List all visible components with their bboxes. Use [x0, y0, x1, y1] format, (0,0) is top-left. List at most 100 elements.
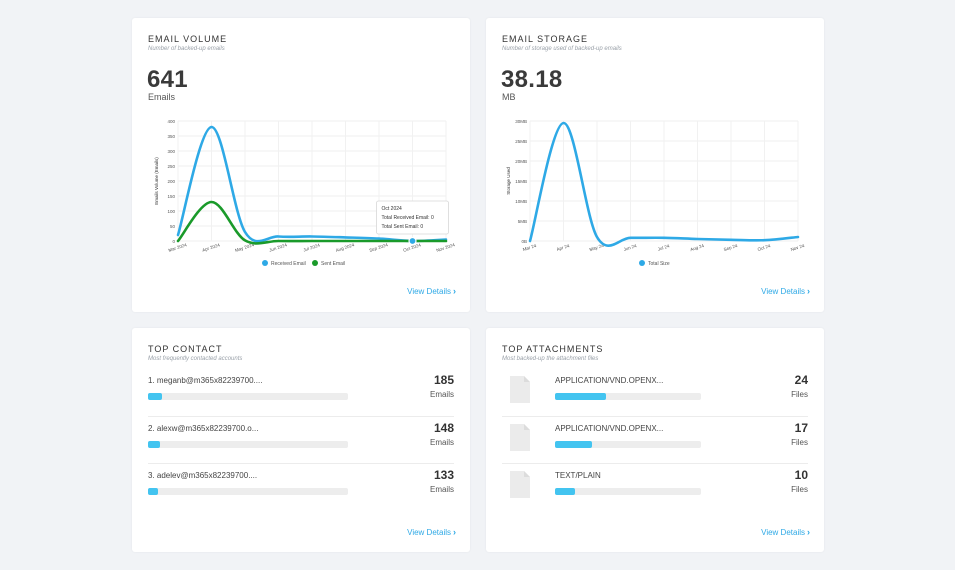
x-tick-label: Apr 24 — [556, 243, 571, 252]
contact-unit: Emails — [429, 485, 454, 494]
y-axis-label: Emails Volume (Emails) — [154, 157, 159, 205]
y-tick-label: 100 — [167, 209, 175, 214]
card-title: TOP ATTACHMENTS — [502, 344, 604, 354]
x-tick-label: Sep 24 — [723, 243, 739, 252]
attachment-unit: Files — [791, 390, 808, 399]
email-storage-card: EMAIL STORAGE Number of storage used of … — [486, 18, 824, 312]
x-tick-label: Jun 24 — [623, 243, 638, 252]
legend-marker — [639, 260, 645, 266]
card-title: EMAIL STORAGE — [502, 34, 589, 44]
view-details-link[interactable]: View Details › — [761, 527, 810, 537]
attachment-row[interactable]: TEXT/PLAIN 10 Files — [502, 468, 808, 518]
y-tick-label: 300 — [167, 149, 175, 154]
legend-label: Sent Email — [321, 261, 345, 267]
file-icon — [510, 376, 530, 403]
total-storage-unit: MB — [502, 92, 516, 102]
progress-track — [148, 488, 348, 495]
contact-unit: Emails — [429, 438, 454, 447]
contact-row[interactable]: 1. meganb@m365x82239700.... 185 Emails — [148, 373, 454, 423]
view-details-label: View Details — [761, 287, 805, 296]
x-tick-label: Apr 2024 — [202, 242, 221, 253]
attachment-type: APPLICATION/VND.OPENX... — [555, 376, 664, 385]
chevron-right-icon: › — [807, 527, 810, 537]
x-tick-label: Oct 24 — [757, 243, 772, 252]
tooltip-text: Total Sent Email: 0 — [382, 224, 424, 230]
y-tick-label: 0 — [172, 239, 175, 244]
view-details-link[interactable]: View Details › — [761, 286, 810, 296]
view-details-link[interactable]: View Details › — [407, 286, 456, 296]
divider — [502, 416, 808, 417]
card-title: EMAIL VOLUME — [148, 34, 228, 44]
x-tick-label: Jul 2024 — [303, 242, 321, 252]
x-tick-label: May 24 — [589, 243, 605, 252]
total-emails-unit: Emails — [148, 92, 176, 102]
card-subtitle: Number of backed-up emails — [148, 46, 225, 52]
progress-fill — [555, 393, 607, 400]
contact-email: 1. meganb@m365x82239700.... — [148, 376, 263, 385]
contact-row[interactable]: 3. adelev@m365x82239700.... 133 Emails — [148, 468, 454, 518]
email-storage-chart[interactable]: 0B 5MB 10MB 15MB 20MB 25MB 30MB Mar 24 Apr 24 May… — [486, 18, 824, 278]
attachment-count: 24 — [794, 373, 808, 387]
legend-label: Received Email — [271, 261, 306, 267]
chevron-right-icon: › — [807, 286, 810, 296]
progress-fill — [148, 441, 160, 448]
progress-track — [555, 393, 701, 400]
attachment-type: APPLICATION/VND.OPENX... — [555, 424, 664, 433]
tooltip-text: Total Received Email: 0 — [382, 215, 434, 221]
progress-fill — [555, 441, 592, 448]
tooltip-box — [376, 200, 449, 235]
email-volume-chart[interactable]: 0 50 100 150 200 250 300 350 400 Mar 2024 Apr 2024… — [132, 18, 470, 278]
y-tick-label: 150 — [167, 194, 175, 199]
x-tick-label: Sep 2024 — [369, 242, 389, 253]
y-tick-label: 20MB — [515, 159, 527, 164]
x-tick-label: Mar 24 — [522, 243, 537, 252]
contact-count: 185 — [433, 373, 454, 387]
divider — [502, 463, 808, 464]
tooltip-text: Oct 2024 — [382, 206, 403, 212]
attachment-row[interactable]: APPLICATION/VND.OPENX... 24 Files — [502, 373, 808, 423]
y-tick-label: 10MB — [515, 199, 527, 204]
y-tick-label: 200 — [167, 179, 175, 184]
top-attachments-card: TOP ATTACHMENTS Most backed-up the attac… — [486, 328, 824, 552]
card-subtitle: Most backed-up the attachment files — [502, 356, 599, 362]
email-volume-card: EMAIL VOLUME Number of backed-up emails … — [132, 18, 470, 312]
x-tick-label: Aug 2024 — [335, 242, 355, 253]
view-details-link[interactable]: View Details › — [407, 527, 456, 537]
x-tick-label: Oct 2024 — [403, 242, 422, 253]
legend-marker — [262, 260, 268, 266]
y-tick-label: 15MB — [515, 179, 527, 184]
x-tick-label: Aug 24 — [689, 243, 705, 252]
y-tick-label: 250 — [167, 164, 175, 169]
view-details-label: View Details — [761, 528, 805, 537]
y-tick-label: 0B — [521, 239, 527, 244]
y-tick-label: 5MB — [518, 219, 527, 224]
x-tick-label: Nov 2024 — [436, 242, 456, 253]
progress-track — [555, 488, 701, 495]
attachment-row[interactable]: APPLICATION/VND.OPENX... 17 Files — [502, 421, 808, 471]
contact-count: 133 — [433, 468, 454, 482]
attachment-type: TEXT/PLAIN — [555, 471, 601, 480]
card-subtitle: Number of storage used of backed-up emai… — [502, 46, 622, 52]
total-emails: 641 — [147, 66, 188, 93]
x-tick-label: May 2024 — [234, 242, 255, 253]
view-details-label: View Details — [407, 287, 451, 296]
legend-label: Total Size — [648, 261, 670, 267]
series-line — [528, 121, 800, 247]
y-tick-label: 400 — [167, 119, 175, 124]
y-tick-label: 30MB — [515, 119, 527, 124]
y-tick-label: 25MB — [515, 139, 527, 144]
contact-row[interactable]: 2. alexw@m365x82239700.o... 148 Emails — [148, 421, 454, 471]
view-details-label: View Details — [407, 528, 451, 537]
legend-marker — [312, 260, 318, 266]
chevron-right-icon: › — [453, 527, 456, 537]
x-tick-label: Jul 24 — [657, 243, 670, 252]
contact-email: 2. alexw@m365x82239700.o... — [148, 424, 259, 433]
progress-track — [555, 441, 701, 448]
progress-track — [148, 393, 348, 400]
progress-fill — [555, 488, 576, 495]
attachment-unit: Files — [791, 438, 808, 447]
attachment-count: 10 — [794, 468, 808, 482]
attachment-count: 17 — [794, 421, 808, 435]
divider — [148, 463, 454, 464]
divider — [148, 416, 454, 417]
